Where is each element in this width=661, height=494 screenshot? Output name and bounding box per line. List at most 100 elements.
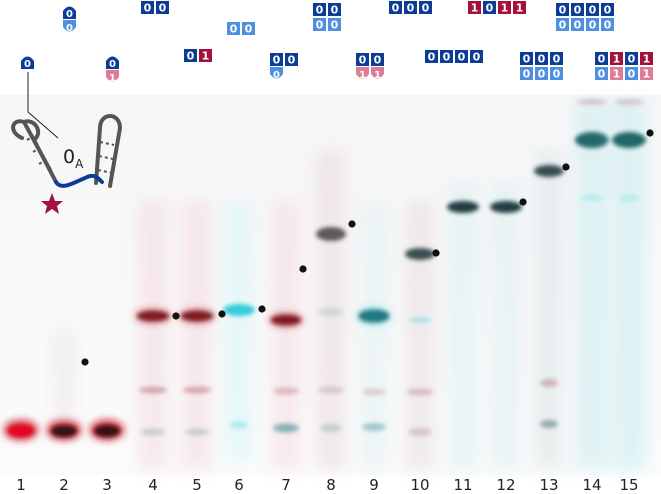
gel-band [575, 132, 609, 148]
gel-smear [448, 180, 478, 470]
gel-band [581, 195, 603, 201]
gel-band [362, 423, 386, 431]
gel-band [540, 420, 558, 428]
symbol-box [440, 50, 453, 63]
symbol-box [535, 52, 548, 65]
strand-label: 0A [63, 146, 83, 171]
lane-number: 8 [326, 476, 336, 494]
symbol-box [156, 1, 169, 14]
gel-band [269, 313, 303, 327]
lane-number: 14 [582, 476, 602, 494]
symbol-box [601, 18, 614, 31]
gel-smear [182, 200, 212, 470]
symbol-box [550, 67, 563, 80]
symbol-text: 0 [66, 9, 73, 20]
band-marker-dot [258, 305, 266, 313]
symbol-text: 0 [273, 70, 280, 81]
lane-number: 11 [453, 476, 473, 494]
symbol-text: 0 [458, 51, 466, 64]
hairpin-symbol [371, 67, 384, 79]
symbol-text: 0 [553, 68, 561, 81]
strand-label-main: 0 [63, 146, 76, 168]
hairpin-symbol [270, 67, 283, 79]
symbol-box [389, 1, 402, 14]
strand-label-sub: A [75, 156, 84, 171]
gel-band [534, 165, 564, 177]
lane-number: 15 [619, 476, 639, 494]
gel-band [183, 386, 211, 394]
symbol-text: 0 [407, 2, 415, 15]
gel-smear [491, 180, 521, 470]
lane-number: 13 [539, 476, 559, 494]
symbol-text: 0 [230, 23, 238, 36]
symbol-text: 0 [538, 68, 546, 81]
symbol-box [227, 22, 240, 35]
symbol-box [601, 3, 614, 16]
gel-smear [612, 100, 646, 470]
lane-number: 4 [148, 476, 158, 494]
symbol-box [419, 1, 432, 14]
symbol-box [625, 52, 638, 65]
band-marker-dot [348, 220, 356, 228]
gel-band [273, 387, 299, 395]
symbol-box [455, 50, 468, 63]
symbol-text: 0 [428, 51, 436, 64]
symbol-box [141, 1, 154, 14]
fluorophore-star-icon [41, 193, 63, 214]
symbol-box [404, 1, 417, 14]
gel-band [141, 428, 165, 436]
gel-band [318, 386, 344, 394]
gel-smear [54, 330, 74, 420]
gel-band [179, 309, 215, 323]
lane-number: 3 [102, 476, 112, 494]
symbol-box [242, 22, 255, 35]
band-marker-dot [562, 163, 570, 171]
symbol-text: 0 [109, 59, 116, 70]
symbol-box [470, 50, 483, 63]
gel-band [51, 425, 77, 437]
symbol-text: 0 [443, 51, 451, 64]
symbol-box [313, 3, 326, 16]
gel-band [318, 308, 344, 316]
symbol-text: 0 [422, 2, 430, 15]
symbol-box [184, 49, 197, 62]
gel-band [135, 309, 171, 323]
symbol-text: 0 [538, 53, 546, 66]
symbol-text: 0 [144, 2, 152, 15]
symbol-box [328, 18, 341, 31]
symbol-box [595, 52, 608, 65]
symbol-text: 0 [392, 2, 400, 15]
gel-band [409, 317, 431, 323]
gel-smear [405, 200, 435, 470]
gel-band [223, 304, 255, 316]
lane-number: 1 [16, 476, 26, 494]
band-marker-dot [646, 129, 654, 137]
symbol-text: 1 [613, 68, 621, 81]
band-marker-dot [172, 312, 180, 320]
symbol-box [468, 1, 481, 14]
symbol-text: 0 [374, 54, 382, 67]
symbol-text: 1 [643, 68, 651, 81]
symbol-text: 0 [273, 54, 281, 67]
band-markers [81, 129, 654, 366]
hairpin-symbol [21, 56, 34, 69]
band-marker-dot [299, 265, 307, 273]
symbol-box [513, 1, 526, 14]
symbol-box [640, 52, 653, 65]
symbol-text: 1 [374, 70, 381, 81]
gel-band [577, 99, 607, 105]
symbol-text: 1 [613, 53, 621, 66]
lane-number: 6 [234, 476, 244, 494]
hairpin-symbol [356, 67, 369, 79]
structure-diagram [11, 72, 123, 214]
symbol-box [586, 18, 599, 31]
band-marker-dot [81, 358, 89, 366]
symbol-box [571, 18, 584, 31]
symbol-text: 0 [604, 19, 612, 32]
gel-band [540, 379, 558, 387]
hairpin-symbol [63, 6, 76, 19]
gel-band [447, 201, 479, 213]
symbol-text: 0 [598, 53, 606, 66]
symbol-box [610, 52, 623, 65]
